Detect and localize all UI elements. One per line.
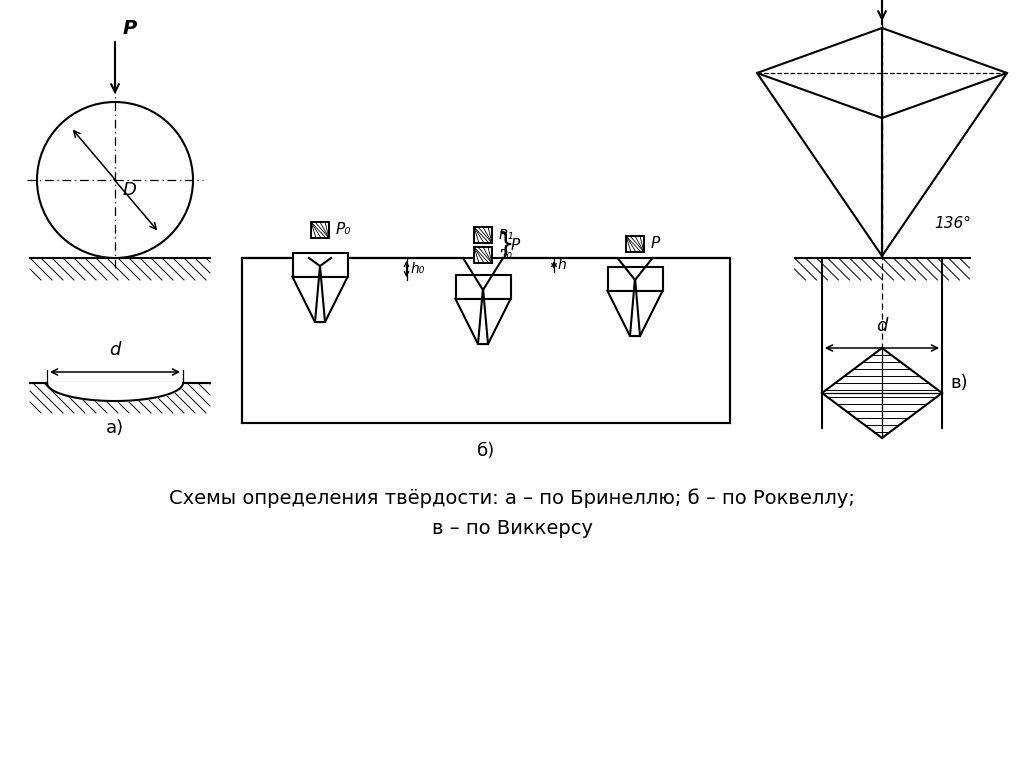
Text: d: d [877, 317, 888, 335]
Bar [242, 258, 730, 423]
Text: D: D [122, 181, 136, 199]
Text: h: h [558, 258, 566, 272]
Text: а): а) [105, 419, 124, 437]
Bar [626, 236, 644, 252]
Polygon shape [607, 291, 663, 336]
Text: в): в) [950, 374, 968, 392]
Polygon shape [293, 277, 347, 322]
Text: 136°: 136° [934, 216, 971, 230]
Text: P: P [511, 237, 520, 253]
Circle shape [37, 102, 193, 258]
Bar [474, 247, 492, 263]
Polygon shape [456, 299, 511, 344]
Polygon shape [463, 253, 503, 290]
Text: P₀: P₀ [336, 223, 351, 237]
Polygon shape [822, 348, 942, 438]
Text: P: P [651, 237, 660, 251]
Bar [456, 275, 511, 299]
Polygon shape [757, 28, 1007, 118]
Polygon shape [617, 253, 652, 280]
Text: d: d [110, 341, 121, 359]
Bar [474, 227, 492, 243]
Polygon shape [630, 278, 640, 336]
Bar [311, 222, 329, 238]
Bar [626, 236, 644, 252]
Text: h₀: h₀ [411, 262, 425, 276]
Text: R₁: R₁ [499, 228, 514, 242]
Polygon shape [315, 266, 325, 322]
Bar [474, 227, 492, 243]
Bar [311, 222, 329, 238]
Bar [474, 247, 492, 263]
Text: P: P [123, 19, 137, 38]
Bar [607, 267, 663, 291]
Bar [293, 253, 347, 277]
Polygon shape [478, 288, 488, 344]
Text: }: } [497, 231, 515, 259]
Text: б): б) [477, 442, 496, 460]
Text: в – по Виккерсу: в – по Виккерсу [431, 518, 593, 538]
Text: P₀: P₀ [499, 248, 513, 262]
Polygon shape [309, 253, 331, 266]
Text: Схемы определения твёрдости: а – по Бринеллю; б – по Роквеллу;: Схемы определения твёрдости: а – по Брин… [169, 488, 855, 508]
